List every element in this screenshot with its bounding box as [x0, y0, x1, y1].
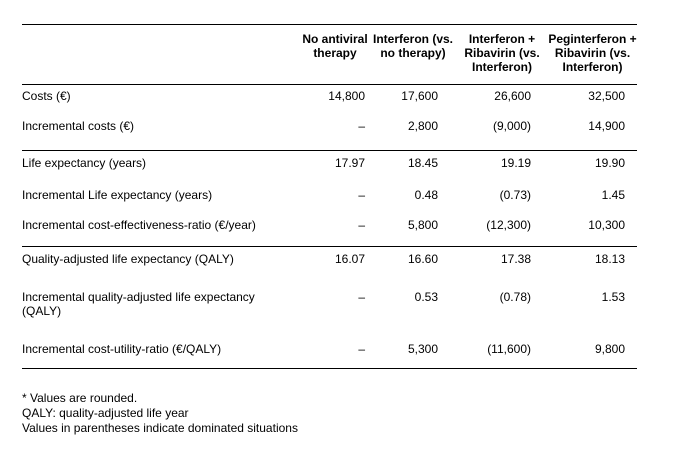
table-row-incremental-cost-effectiveness-ratio: Incremental cost-effectiveness-ratio (€/… [22, 218, 637, 247]
cell-value: 1.53 [601, 290, 625, 304]
row-label: Incremental Life expectancy (years) [22, 188, 213, 202]
header-no-antiviral-therapy: No antiviral therapy [302, 32, 368, 60]
cell-value: (9,000) [492, 119, 531, 133]
cell-value: 17,600 [401, 89, 438, 103]
cell-value: (0.78) [499, 290, 531, 304]
cell-value: 14,800 [328, 89, 365, 103]
cell-value: (0.73) [499, 188, 531, 202]
row-label: Quality-adjusted life expectancy (QALY) [22, 252, 234, 266]
cell-value: 32,500 [588, 89, 625, 103]
footnote-parentheses: Values in parentheses indicate dominated… [22, 421, 298, 435]
cell-value: (11,600) [487, 342, 531, 356]
cell-value: 2,800 [407, 119, 438, 133]
table-row-quality-adjusted-life-expectancy: Quality-adjusted life expectancy (QALY) … [22, 246, 637, 291]
cell-value: 18.13 [594, 252, 625, 266]
table-row-life-expectancy: Life expectancy (years) 17.97 18.45 19.1… [22, 150, 637, 189]
table-row-incremental-costs: Incremental costs (€) – 2,800 (9,000) 14… [22, 119, 637, 151]
cell-value: 26,600 [494, 89, 531, 103]
cell-value: 17.97 [334, 156, 365, 170]
cell-value: 5,800 [407, 218, 438, 232]
row-label: Costs (€) [22, 89, 71, 103]
header-interferon: Interferon (vs. no therapy) [372, 32, 453, 60]
cell-value: – [358, 119, 365, 133]
row-label: Life expectancy (years) [22, 156, 147, 170]
cell-value: 16.07 [334, 252, 365, 266]
table-header-row: No antiviral therapy Interferon (vs. no … [22, 24, 637, 85]
cell-value: 0.48 [414, 188, 438, 202]
cell-value: 1.45 [601, 188, 625, 202]
cell-value: 17.38 [500, 252, 531, 266]
cell-value: 18.45 [407, 156, 438, 170]
table-row-incremental-quality-adjusted-life-expectancy: Incremental quality-adjusted life expect… [22, 290, 637, 342]
header-peginterferon-ribavirin: Peginterferon + Ribavirin (vs. Interfero… [548, 32, 637, 74]
row-label: Incremental cost-utility-ratio (€/QALY) [22, 342, 222, 356]
header-empty [22, 25, 300, 85]
cell-value: 19.90 [594, 156, 625, 170]
cell-value: 14,900 [588, 119, 625, 133]
cell-value: – [358, 188, 365, 202]
table-row-incremental-life-expectancy: Incremental Life expectancy (years) – 0.… [22, 188, 637, 218]
cell-value: 16.60 [407, 252, 438, 266]
header-interferon-ribavirin: Interferon + Ribavirin (vs. Interferon) [464, 32, 540, 74]
cell-value: 19.19 [500, 156, 531, 170]
table-row-incremental-cost-utility-ratio: Incremental cost-utility-ratio (€/QALY) … [22, 342, 637, 369]
row-label: Incremental cost-effectiveness-ratio (€/… [22, 218, 256, 232]
table-row-costs: Costs (€) 14,800 17,600 26,600 32,500 [22, 85, 637, 120]
footnote-qaly: QALY: quality-adjusted life year [22, 406, 189, 420]
cell-value: 9,800 [594, 342, 625, 356]
cell-value: – [358, 290, 365, 304]
row-label: Incremental costs (€) [22, 119, 135, 133]
footnote-rounded: * Values are rounded. [22, 391, 138, 405]
table-footnotes: * Values are rounded. QALY: quality-adju… [22, 391, 298, 436]
row-label: Incremental quality-adjusted life expect… [22, 290, 255, 318]
cell-value: 0.53 [414, 290, 438, 304]
cell-value: – [358, 342, 365, 356]
cell-value: 5,300 [407, 342, 438, 356]
cell-value: 10,300 [588, 218, 625, 232]
cell-value: (12,300) [486, 218, 531, 232]
results-table-container: No antiviral therapy Interferon (vs. no … [22, 24, 637, 369]
results-table: No antiviral therapy Interferon (vs. no … [22, 24, 637, 369]
cell-value: – [358, 218, 365, 232]
